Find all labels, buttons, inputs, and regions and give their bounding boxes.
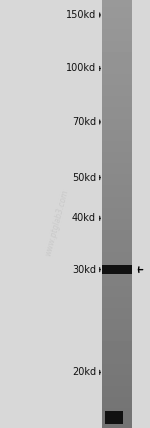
Text: 50kd: 50kd <box>72 172 96 183</box>
Bar <box>102 265 132 274</box>
Text: 100kd: 100kd <box>66 63 96 74</box>
Bar <box>105 411 123 424</box>
Text: 30kd: 30kd <box>72 265 96 275</box>
Text: www.ptglab3.com: www.ptglab3.com <box>44 188 70 257</box>
Text: 70kd: 70kd <box>72 117 96 127</box>
Text: 150kd: 150kd <box>66 10 96 20</box>
Text: 40kd: 40kd <box>72 213 96 223</box>
Text: 20kd: 20kd <box>72 367 96 377</box>
